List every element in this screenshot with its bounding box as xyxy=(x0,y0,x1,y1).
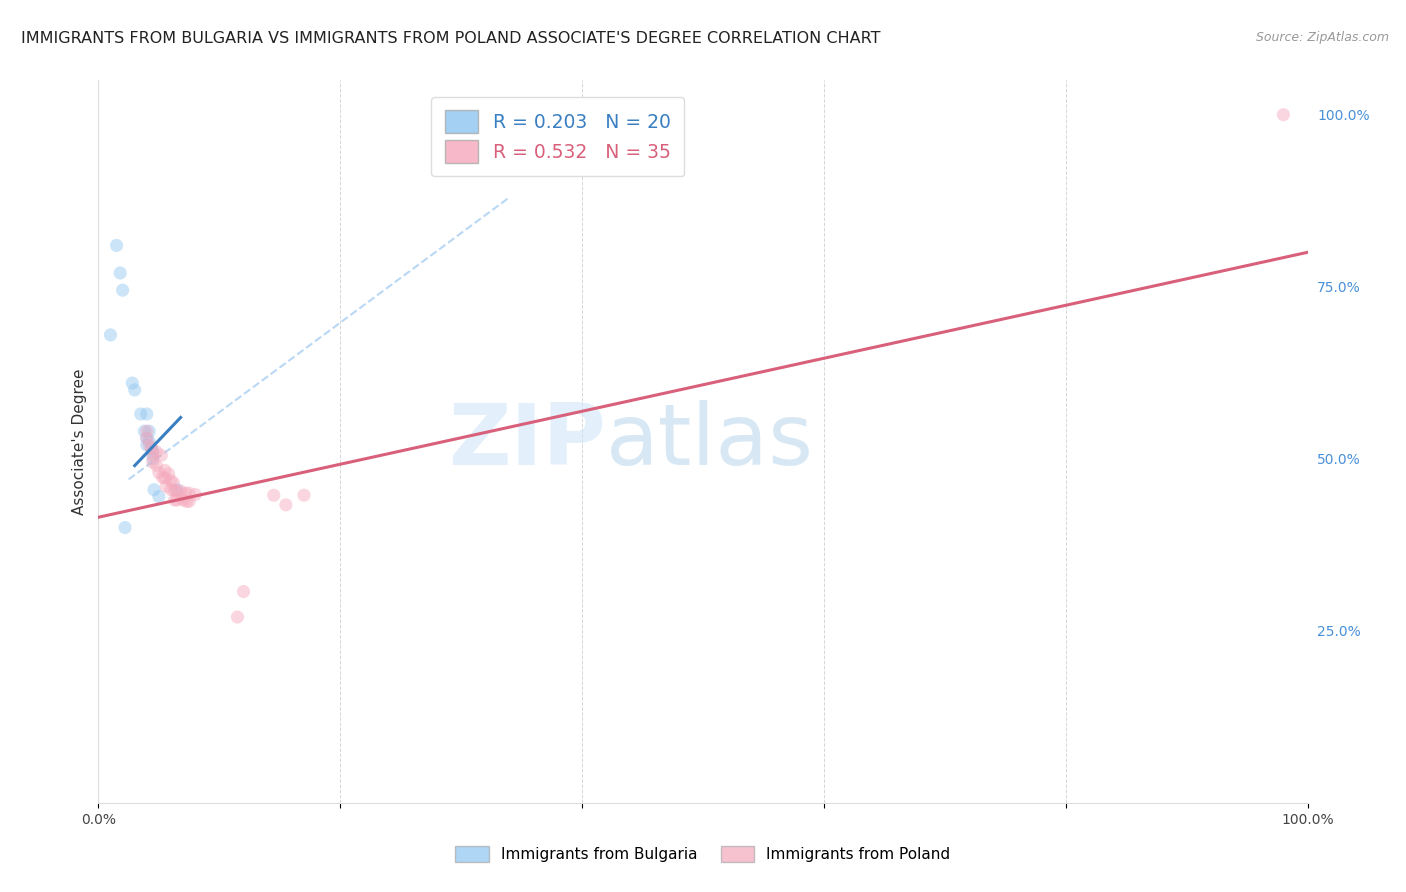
Point xyxy=(135,424,157,438)
Point xyxy=(135,431,157,445)
Point xyxy=(143,483,166,497)
Legend: Immigrants from Bulgaria, Immigrants from Poland: Immigrants from Bulgaria, Immigrants fro… xyxy=(450,840,956,868)
Point xyxy=(111,283,134,297)
Point xyxy=(121,376,143,390)
Point xyxy=(153,463,176,477)
Legend: R = 0.203   N = 20, R = 0.532   N = 35: R = 0.203 N = 20, R = 0.532 N = 35 xyxy=(432,97,685,177)
Point xyxy=(153,471,176,485)
Point xyxy=(163,493,186,508)
Text: Source: ZipAtlas.com: Source: ZipAtlas.com xyxy=(1256,31,1389,45)
Point xyxy=(292,488,315,502)
Text: ZIP: ZIP xyxy=(449,400,606,483)
Point xyxy=(135,407,157,421)
Point xyxy=(145,445,167,459)
Point xyxy=(138,424,160,438)
Point xyxy=(141,442,163,456)
Point xyxy=(142,445,165,459)
Point xyxy=(263,488,285,502)
Point xyxy=(135,438,157,452)
Point xyxy=(129,407,152,421)
Point xyxy=(155,479,177,493)
Point xyxy=(1272,108,1295,122)
Point xyxy=(114,520,136,534)
Point xyxy=(160,483,183,497)
Point xyxy=(184,487,207,501)
Point xyxy=(148,490,170,504)
Point xyxy=(142,455,165,469)
Point xyxy=(100,327,122,342)
Text: IMMIGRANTS FROM BULGARIA VS IMMIGRANTS FROM POLAND ASSOCIATE'S DEGREE CORRELATIO: IMMIGRANTS FROM BULGARIA VS IMMIGRANTS F… xyxy=(21,31,880,46)
Point xyxy=(166,484,188,499)
Point xyxy=(160,474,183,488)
Point xyxy=(135,431,157,445)
Point xyxy=(124,383,146,397)
Point xyxy=(148,466,170,480)
Point xyxy=(162,475,184,490)
Point xyxy=(108,266,131,280)
Point xyxy=(141,442,163,456)
Point xyxy=(142,448,165,462)
Point xyxy=(134,424,156,438)
Point xyxy=(105,238,128,252)
Point xyxy=(226,610,249,624)
Point xyxy=(176,494,198,508)
Point xyxy=(166,483,188,497)
Point xyxy=(152,470,174,484)
Y-axis label: Associate's Degree: Associate's Degree xyxy=(72,368,87,515)
Point xyxy=(138,438,160,452)
Point xyxy=(157,467,180,481)
Point xyxy=(138,434,160,449)
Point xyxy=(142,451,165,466)
Point xyxy=(179,494,201,508)
Point xyxy=(169,484,191,499)
Point xyxy=(179,486,201,500)
Point xyxy=(174,486,197,500)
Point xyxy=(232,584,254,599)
Point xyxy=(145,458,167,473)
Point xyxy=(150,448,173,462)
Point xyxy=(166,493,188,508)
Point xyxy=(172,493,194,508)
Text: atlas: atlas xyxy=(606,400,814,483)
Point xyxy=(163,484,186,499)
Point xyxy=(274,498,297,512)
